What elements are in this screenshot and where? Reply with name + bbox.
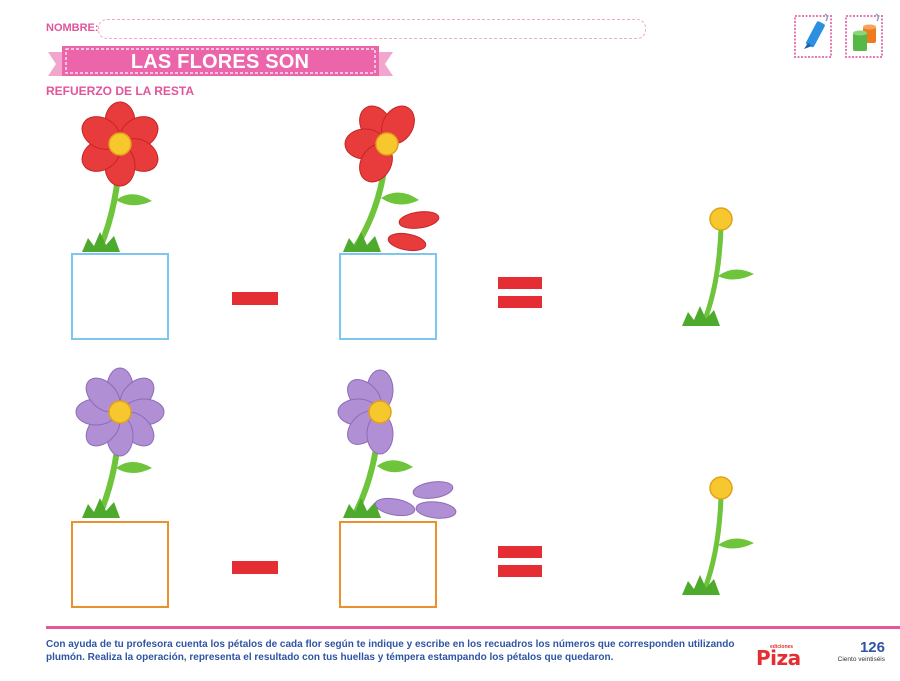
footer-divider	[46, 626, 900, 629]
equals-sign-top	[498, 277, 542, 289]
instructions-text: Con ayuda de tu profesora cuenta los pét…	[46, 639, 735, 663]
page-number: 126	[859, 639, 885, 656]
answer-box-2b[interactable]	[339, 521, 437, 608]
red-flower-missing-petals	[343, 105, 440, 252]
name-label: NOMBRE:	[46, 22, 99, 34]
title-banner	[48, 46, 393, 76]
brand-tagline: ediciones	[770, 644, 794, 650]
name-input[interactable]	[98, 19, 646, 39]
paint-cups-icon	[845, 13, 883, 58]
flower-stem-result	[682, 207, 754, 326]
answer-box-1b[interactable]	[339, 253, 437, 340]
equals-sign-2-bottom	[498, 565, 542, 577]
marker-icon	[794, 13, 832, 58]
equals-sign-2-top	[498, 546, 542, 558]
minus-sign	[232, 292, 278, 305]
purple-flower-missing-petals	[337, 369, 457, 519]
page-number-words: Ciento veintiséis	[837, 656, 885, 663]
subtitle: REFUERZO DE LA RESTA	[46, 84, 195, 98]
brand-logo: Piza	[756, 646, 801, 670]
answer-box-2a[interactable]	[71, 521, 169, 608]
answer-box-1a[interactable]	[71, 253, 169, 340]
red-flower-full	[81, 101, 159, 252]
minus-sign-2	[232, 561, 278, 574]
equals-sign-bottom	[498, 296, 542, 308]
flower-stem-result-2	[682, 476, 754, 595]
page-title: LAS FLORES SON HERMOSAS	[130, 51, 310, 99]
purple-flower-full	[75, 367, 165, 518]
